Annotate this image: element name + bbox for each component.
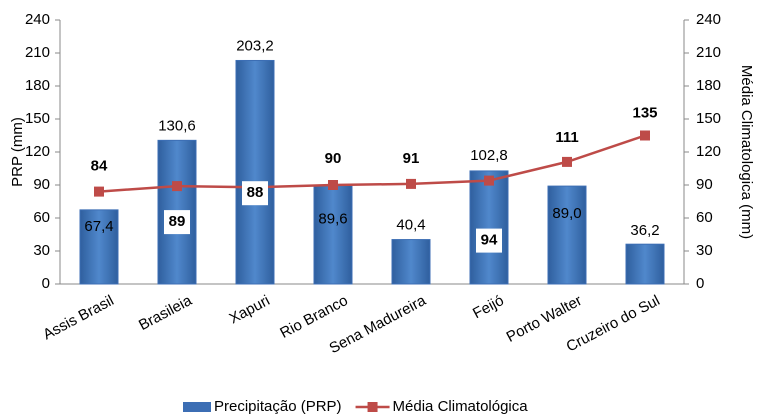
label-box bbox=[476, 228, 502, 253]
bar-value-label: 67,4 bbox=[84, 218, 113, 235]
line-value-label: 88 bbox=[247, 184, 264, 201]
bar bbox=[235, 59, 275, 285]
y2-axis-title: Média Climatologica (mm) bbox=[738, 65, 755, 239]
legend-label: Precipitação (PRP) bbox=[214, 398, 342, 415]
bar-value-label: 40,4 bbox=[396, 217, 425, 234]
x-tick-label: Xapuri bbox=[226, 292, 272, 327]
y2-tick-label: 210 bbox=[696, 44, 721, 61]
bar bbox=[469, 170, 509, 285]
line bbox=[98, 134, 646, 193]
label-box bbox=[164, 210, 190, 235]
line-marker bbox=[94, 186, 104, 197]
y-tick-label: 60 bbox=[33, 209, 50, 226]
y2-tick-label: 240 bbox=[696, 11, 721, 28]
legend-swatch bbox=[367, 402, 378, 412]
x-tick-label: Brasileia bbox=[136, 292, 195, 334]
bar-value-label: 89,0 bbox=[552, 205, 581, 222]
y2-tick-label: 0 bbox=[696, 275, 704, 292]
line-marker bbox=[328, 180, 338, 190]
label-box bbox=[242, 181, 268, 206]
bar-value-label: 89,6 bbox=[318, 210, 347, 227]
bar bbox=[79, 209, 119, 285]
x-tick-label: Assis Brasil bbox=[40, 292, 116, 343]
y2-tick-label: 150 bbox=[696, 110, 721, 127]
line-value-label: 90 bbox=[325, 150, 342, 167]
line-value-label: 89 bbox=[169, 213, 186, 230]
x-tick-label: Feijó bbox=[470, 292, 507, 322]
bar-value-label: 102,8 bbox=[470, 147, 508, 164]
y-tick-label: 90 bbox=[33, 176, 50, 193]
line-value-label: 135 bbox=[632, 104, 657, 121]
line-marker bbox=[406, 178, 416, 189]
line-value-label: 91 bbox=[403, 150, 420, 167]
y-tick-label: 0 bbox=[42, 275, 50, 292]
y-tick-label: 240 bbox=[25, 11, 50, 28]
bar bbox=[391, 239, 431, 285]
bar bbox=[547, 185, 587, 285]
line-marker bbox=[484, 175, 494, 186]
line-value-label: 94 bbox=[481, 232, 498, 249]
y-tick-label: 30 bbox=[33, 242, 50, 259]
legend-label: Média Climatológica bbox=[393, 398, 529, 415]
y-tick-label: 210 bbox=[25, 44, 50, 61]
bar-value-label: 130,6 bbox=[158, 117, 196, 134]
y2-tick-label: 60 bbox=[696, 209, 713, 226]
bar-value-label: 203,2 bbox=[236, 37, 274, 54]
line-marker bbox=[172, 181, 182, 192]
y-tick-label: 150 bbox=[25, 110, 50, 127]
bar bbox=[625, 243, 665, 285]
y-axis-title: PRP (mm) bbox=[9, 117, 26, 187]
y-tick-label: 180 bbox=[25, 77, 50, 94]
y2-tick-label: 180 bbox=[696, 77, 721, 94]
y2-tick-label: 90 bbox=[696, 176, 713, 193]
bar bbox=[313, 184, 353, 285]
bar-value-label: 36,2 bbox=[630, 222, 659, 239]
y2-tick-label: 30 bbox=[696, 242, 713, 259]
y-tick-label: 120 bbox=[25, 143, 50, 160]
line-marker bbox=[562, 156, 572, 167]
line-marker bbox=[640, 130, 650, 141]
y2-tick-label: 120 bbox=[696, 143, 721, 160]
line-value-label: 84 bbox=[91, 158, 108, 175]
line-value-label: 111 bbox=[555, 129, 578, 146]
legend-swatch bbox=[183, 402, 211, 412]
